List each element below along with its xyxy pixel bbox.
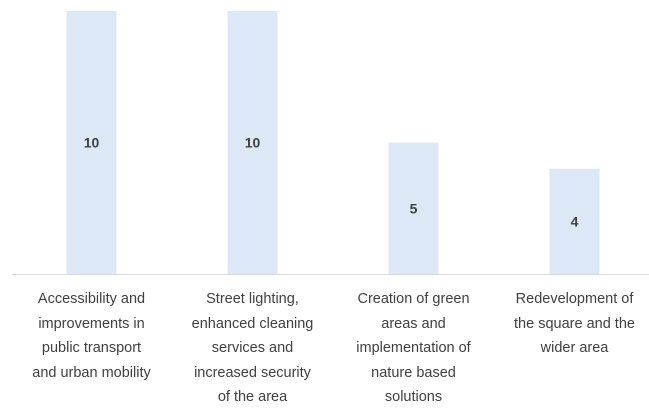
data-label-2: 10 [245, 135, 261, 151]
category-label-1: Accessibility and improvements in public… [14, 287, 170, 385]
category-label-2: Street lighting, enhanced cleaning servi… [175, 287, 331, 410]
category-label-4: Redevelopment of the square and the wide… [497, 287, 649, 361]
category-label-3: Creation of green areas and implementati… [336, 287, 492, 410]
value-labels-layer: 10 10 5 4 [84, 135, 579, 230]
data-label-3: 5 [410, 200, 418, 216]
data-label-1: 10 [84, 135, 100, 151]
data-label-4: 4 [571, 213, 579, 229]
bars-layer [67, 11, 600, 274]
